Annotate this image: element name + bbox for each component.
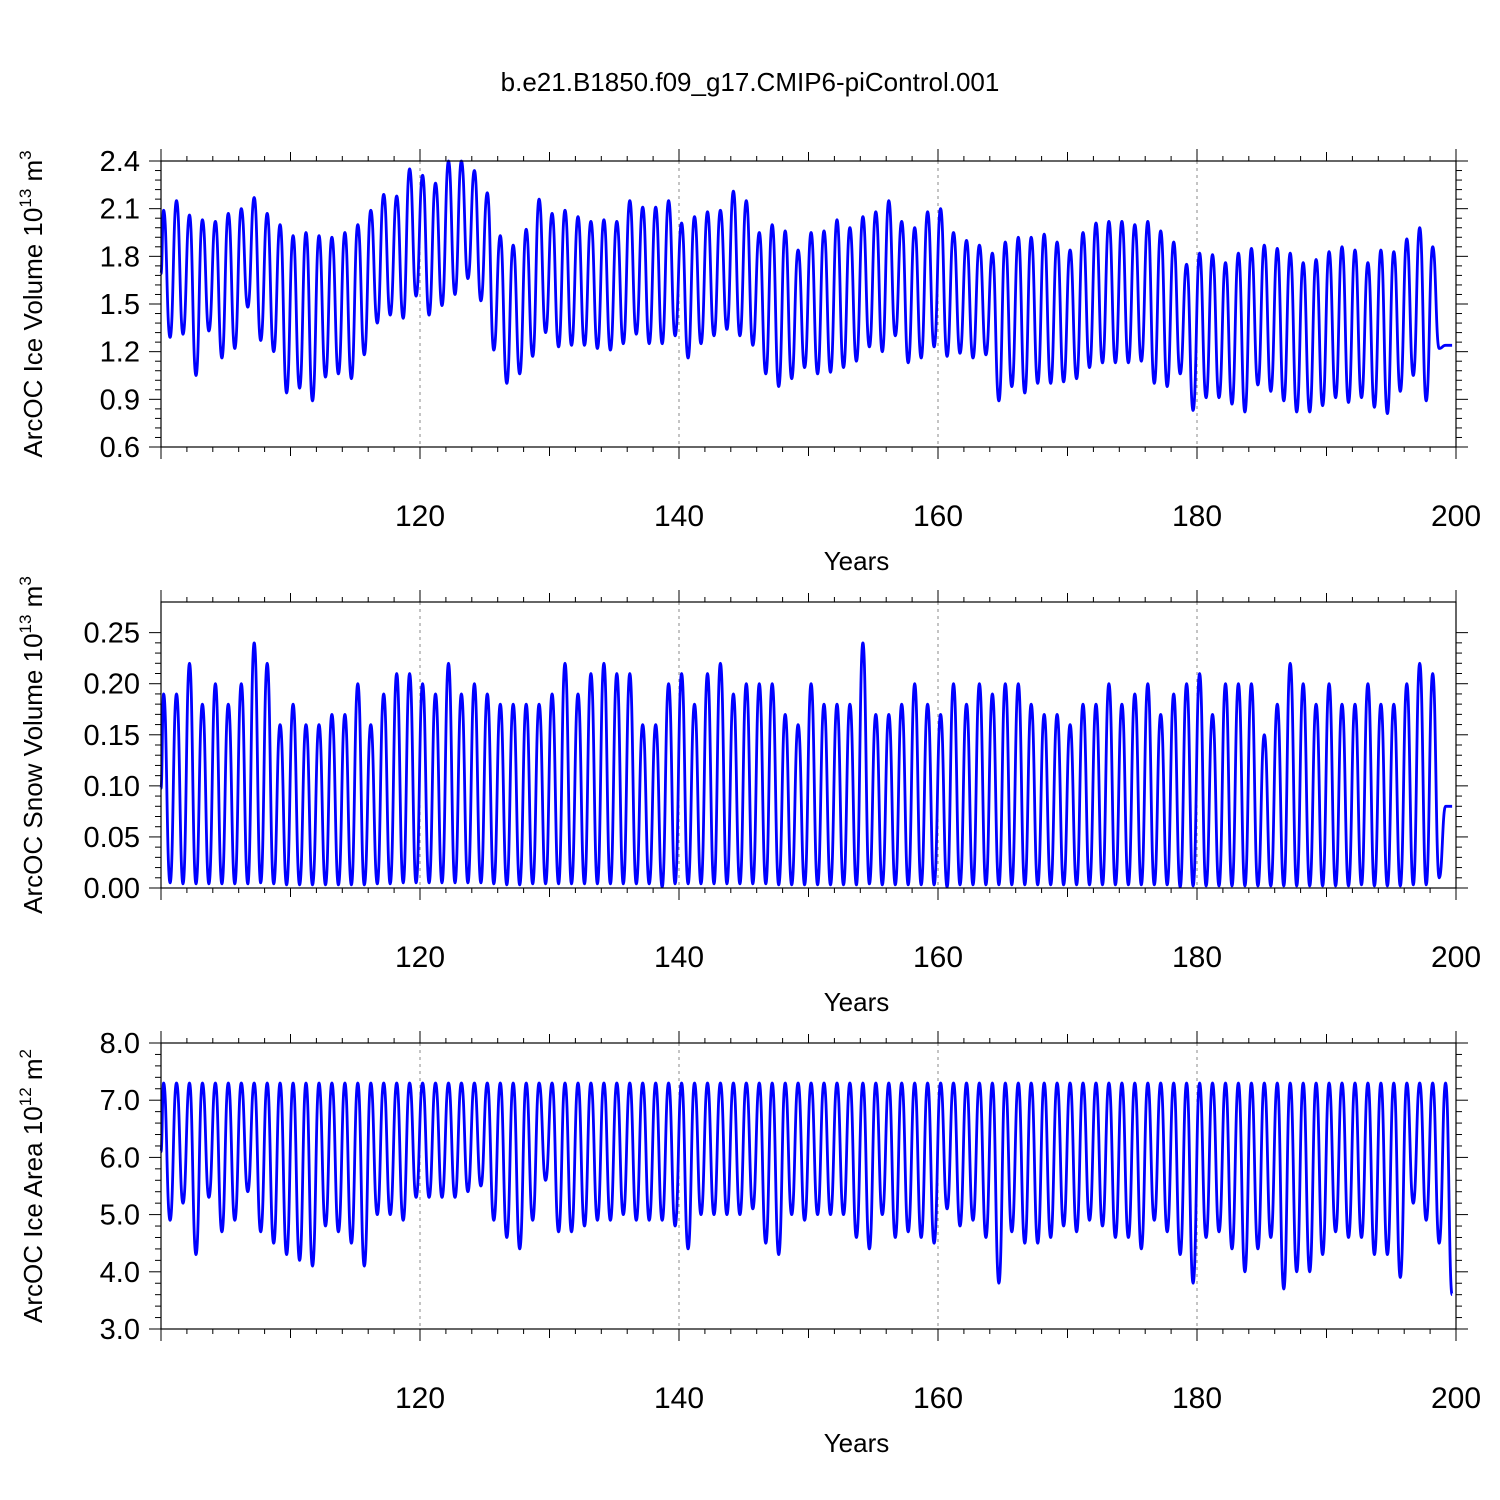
x-tick-label: 160	[913, 500, 963, 533]
plot-frame	[160, 160, 1457, 448]
y-tick-label: 5.0	[100, 1200, 140, 1232]
y-axis-title: ArcOC Ice Area 1012 m2	[16, 1049, 48, 1323]
x-axis-title: Years	[824, 987, 890, 1017]
series-line-snow-volume	[159, 641, 1453, 889]
y-tick-label: 4.0	[100, 1257, 140, 1289]
x-tick-label: 180	[1172, 1382, 1222, 1415]
y-tick-label: 1.2	[100, 337, 140, 369]
y-tick-label: 0.9	[100, 384, 140, 416]
y-tick-label: 7.0	[100, 1085, 140, 1117]
x-tick-label: 200	[1431, 500, 1481, 533]
chart-panel-ice-area: 3.0 4.0 5.0 6.0 7.0 8.0 120 140 160 180 200 Years Ar…	[16, 1028, 1481, 1458]
y-tick-label: 1.5	[100, 289, 140, 321]
x-axis-title: Years	[824, 1428, 890, 1458]
y-axis-title: ArcOC Snow Volume 1013 m3	[16, 576, 48, 914]
x-tick-label: 140	[654, 941, 704, 974]
x-tick-label: 160	[913, 941, 963, 974]
chart-panel-ice-volume: 0.6 0.9 1.2 1.5 1.8 2.1 2.4 120 140 160 180 200 Year…	[16, 146, 1481, 576]
y-tick-label: 1.8	[100, 241, 140, 273]
y-tick-label: 6.0	[100, 1142, 140, 1174]
y-tick-label: 8.0	[100, 1028, 140, 1060]
plot-frame	[160, 1042, 1457, 1330]
y-axis-title: ArcOC Ice Volume 1013 m3	[16, 150, 48, 457]
x-tick-label: 200	[1431, 941, 1481, 974]
y-tick-label: 0.15	[84, 720, 140, 752]
y-tick-label: 0.6	[100, 432, 140, 464]
x-tick-label: 160	[913, 1382, 963, 1415]
series-line-ice-volume	[159, 159, 1453, 415]
y-tick-label: 0.00	[84, 873, 140, 905]
x-tick-label: 140	[654, 500, 704, 533]
y-tick-label: 3.0	[100, 1314, 140, 1346]
x-tick-label: 180	[1172, 500, 1222, 533]
y-tick-label: 2.1	[100, 194, 140, 226]
figure-title: b.e21.B1850.f09_g17.CMIP6-piControl.001	[501, 67, 1000, 97]
y-tick-label: 0.05	[84, 822, 140, 854]
x-tick-label: 180	[1172, 941, 1222, 974]
x-axis-title: Years	[824, 546, 890, 576]
chart-panel-snow-volume: 0.00 0.05 0.10 0.15 0.20 0.25 120 140 160 180 200 Y…	[16, 576, 1481, 1017]
y-tick-label: 0.25	[84, 618, 140, 650]
x-tick-label: 120	[395, 1382, 445, 1415]
x-tick-label: 140	[654, 1382, 704, 1415]
x-tick-label: 200	[1431, 1382, 1481, 1415]
x-tick-label: 120	[395, 500, 445, 533]
x-tick-label: 120	[395, 941, 445, 974]
panels: 0.6 0.9 1.2 1.5 1.8 2.1 2.4 120 140 160 180 200 Year…	[16, 146, 1481, 1458]
plot-frame	[160, 601, 1457, 889]
y-tick-label: 0.10	[84, 771, 140, 803]
series-line-ice-area	[159, 1081, 1454, 1297]
y-tick-label: 0.20	[84, 669, 140, 701]
y-tick-label: 2.4	[100, 146, 140, 178]
